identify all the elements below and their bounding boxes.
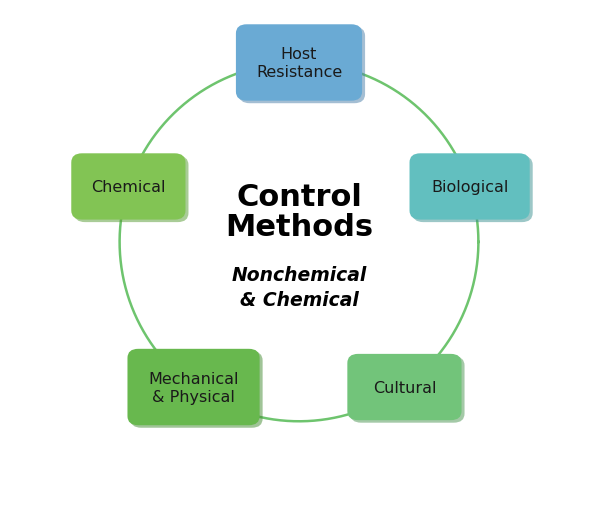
Text: Nonchemical
& Chemical: Nonchemical & Chemical <box>231 266 367 310</box>
FancyBboxPatch shape <box>236 25 362 102</box>
FancyBboxPatch shape <box>239 28 365 104</box>
FancyBboxPatch shape <box>74 157 188 223</box>
FancyBboxPatch shape <box>413 157 533 223</box>
Text: Cultural: Cultural <box>373 380 436 395</box>
FancyBboxPatch shape <box>350 357 465 423</box>
Text: Chemical: Chemical <box>91 180 166 194</box>
FancyBboxPatch shape <box>71 154 185 220</box>
FancyBboxPatch shape <box>127 349 260 425</box>
Text: Control
Methods: Control Methods <box>225 183 373 241</box>
Text: Mechanical
& Physical: Mechanical & Physical <box>148 371 239 403</box>
FancyBboxPatch shape <box>347 354 462 420</box>
FancyBboxPatch shape <box>410 154 530 220</box>
FancyBboxPatch shape <box>130 351 263 428</box>
Text: Host
Resistance: Host Resistance <box>256 47 342 80</box>
Text: Biological: Biological <box>431 180 508 194</box>
